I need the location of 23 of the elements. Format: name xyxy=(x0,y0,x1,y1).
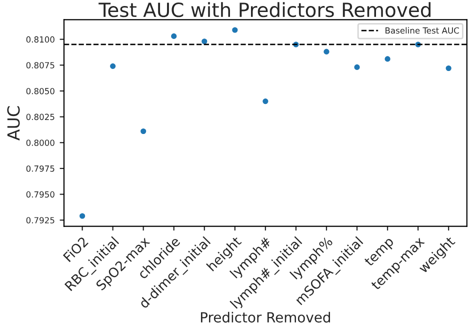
y-tick-label: 0.8025 xyxy=(26,114,54,120)
point xyxy=(110,63,116,69)
point xyxy=(140,128,146,134)
point xyxy=(384,56,390,62)
point xyxy=(202,38,208,44)
y-tick-label: 0.8000 xyxy=(26,140,54,146)
y-tick-label: 0.7975 xyxy=(26,165,54,172)
point xyxy=(324,48,330,54)
y-tick-label: 0.8100 xyxy=(26,36,54,43)
legend-label: Baseline Test AUC xyxy=(386,27,459,34)
chart-title: Test AUC with Predictors Removed xyxy=(98,2,430,18)
x-axis-title: Predictor Removed xyxy=(200,312,330,323)
point xyxy=(446,65,452,72)
point xyxy=(80,213,86,219)
y-tick-label: 0.7925 xyxy=(26,217,54,224)
point xyxy=(171,33,177,39)
y-tick-label: 0.8050 xyxy=(26,88,54,94)
y-tick-label: 0.8075 xyxy=(26,62,54,68)
y-tick-label: 0.7950 xyxy=(26,191,54,198)
point xyxy=(232,27,238,33)
y-axis-title: AUC xyxy=(7,106,20,140)
point xyxy=(354,64,360,70)
point xyxy=(262,98,268,104)
